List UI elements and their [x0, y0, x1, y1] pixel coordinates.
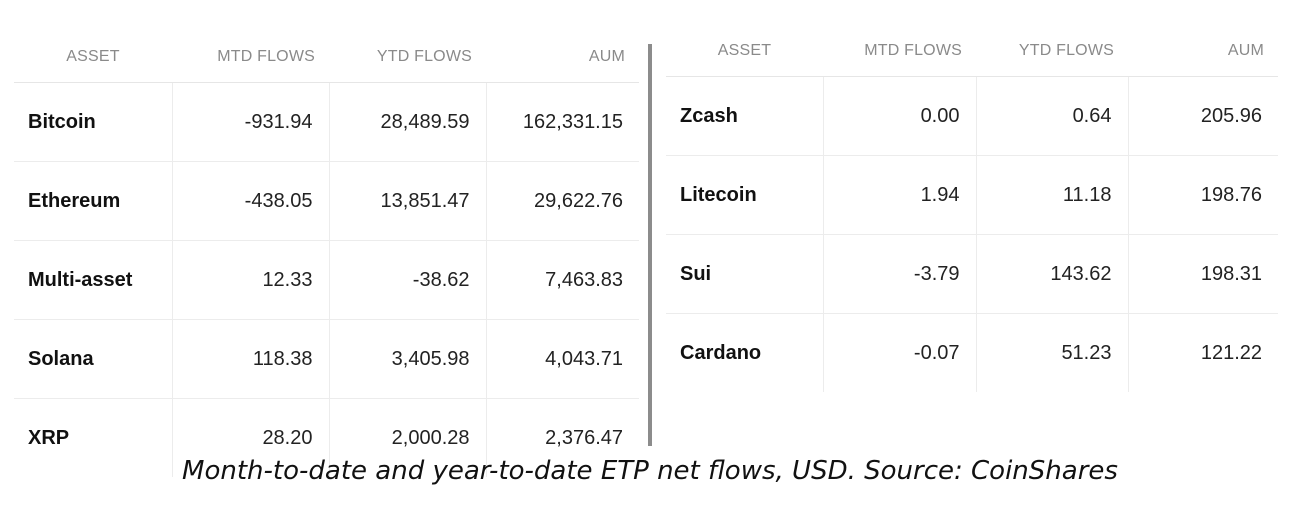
- table-header-row: ASSET MTD FLOWS YTD FLOWS AUM: [14, 0, 639, 83]
- aum-cell: 198.31: [1128, 234, 1278, 314]
- column-header-aum: AUM: [486, 0, 639, 83]
- ytd-flows-cell: 2,000.28: [329, 398, 487, 477]
- asset-name-cell: Sui: [666, 234, 824, 314]
- ytd-flows-cell: 51.23: [976, 313, 1129, 392]
- ytd-flows-cell: 13,851.47: [329, 161, 487, 241]
- asset-name-cell: Cardano: [666, 313, 824, 392]
- column-header-asset: ASSET: [14, 0, 172, 83]
- aum-cell: 205.96: [1128, 76, 1278, 156]
- column-header-mtd-flows: MTD FLOWS: [823, 0, 976, 77]
- aum-cell: 29,622.76: [486, 161, 639, 241]
- table-header-row: ASSET MTD FLOWS YTD FLOWS AUM: [666, 0, 1278, 77]
- column-header-mtd-flows: MTD FLOWS: [172, 0, 329, 83]
- column-header-ytd-flows: YTD FLOWS: [976, 0, 1128, 77]
- aum-cell: 198.76: [1128, 155, 1278, 235]
- table-row: Ethereum -438.05 13,851.47 29,622.76: [14, 161, 639, 241]
- asset-name-cell: XRP: [14, 398, 173, 477]
- aum-cell: 4,043.71: [486, 319, 639, 399]
- mtd-flows-cell: 118.38: [172, 319, 330, 399]
- asset-name-cell: Solana: [14, 319, 173, 399]
- figure-caption: Month-to-date and year-to-date ETP net f…: [182, 456, 1118, 486]
- aum-cell: 121.22: [1200, 341, 1262, 364]
- ytd-flows-cell: 0.64: [976, 76, 1129, 156]
- asset-name-cell: Litecoin: [666, 155, 824, 235]
- mtd-flows-cell: -931.94: [172, 82, 330, 162]
- table-divider: [648, 44, 652, 446]
- column-header-asset: ASSET: [666, 0, 823, 77]
- column-header-aum: AUM: [1128, 0, 1278, 77]
- aum-cell: 162,331.15: [486, 82, 639, 162]
- flows-table: ASSET MTD FLOWS YTD FLOWS AUM Bitcoin -9…: [14, 0, 639, 477]
- table-row: Cardano -0.07 51.23 121.22: [666, 313, 1278, 392]
- ytd-flows-cell: 28,489.59: [329, 82, 487, 162]
- mtd-flows-cell: 0.00: [823, 76, 977, 156]
- flows-table: ASSET MTD FLOWS YTD FLOWS AUM Zcash 0.00…: [666, 0, 1278, 392]
- mtd-flows-cell: -438.05: [172, 161, 330, 241]
- aum-cell: 7,463.83: [486, 240, 639, 320]
- ytd-flows-cell: 3,405.98: [329, 319, 487, 399]
- column-header-ytd-flows: YTD FLOWS: [329, 0, 486, 83]
- asset-name-cell: Ethereum: [14, 161, 173, 241]
- table-row: Litecoin 1.94 11.18 198.76: [666, 155, 1278, 235]
- table-row: Multi-asset 12.33 -38.62 7,463.83: [14, 240, 639, 320]
- table-row: XRP 28.20 2,000.28 2,376.47: [14, 398, 639, 477]
- ytd-flows-cell: 11.18: [976, 155, 1129, 235]
- mtd-flows-cell: 1.94: [823, 155, 977, 235]
- ytd-flows-cell: -38.62: [329, 240, 487, 320]
- etp-flows-table-left: ASSET MTD FLOWS YTD FLOWS AUM Bitcoin -9…: [14, 0, 639, 477]
- mtd-flows-cell: 28.20: [172, 398, 330, 477]
- mtd-flows-cell: -3.79: [823, 234, 977, 314]
- asset-name-cell: Bitcoin: [14, 82, 173, 162]
- asset-name-cell: Zcash: [666, 76, 824, 156]
- table-row: Bitcoin -931.94 28,489.59 162,331.15: [14, 82, 639, 162]
- ytd-flows-cell: 143.62: [976, 234, 1129, 314]
- table-row: Zcash 0.00 0.64 205.96: [666, 76, 1278, 156]
- table-row: Solana 118.38 3,405.98 4,043.71: [14, 319, 639, 399]
- table-row: Sui -3.79 143.62 198.31: [666, 234, 1278, 314]
- mtd-flows-cell: -0.07: [823, 313, 977, 392]
- aum-cell: 2,376.47: [545, 426, 623, 449]
- asset-name-cell: Multi-asset: [14, 240, 173, 320]
- mtd-flows-cell: 12.33: [172, 240, 330, 320]
- etp-flows-table-right: ASSET MTD FLOWS YTD FLOWS AUM Zcash 0.00…: [666, 0, 1278, 392]
